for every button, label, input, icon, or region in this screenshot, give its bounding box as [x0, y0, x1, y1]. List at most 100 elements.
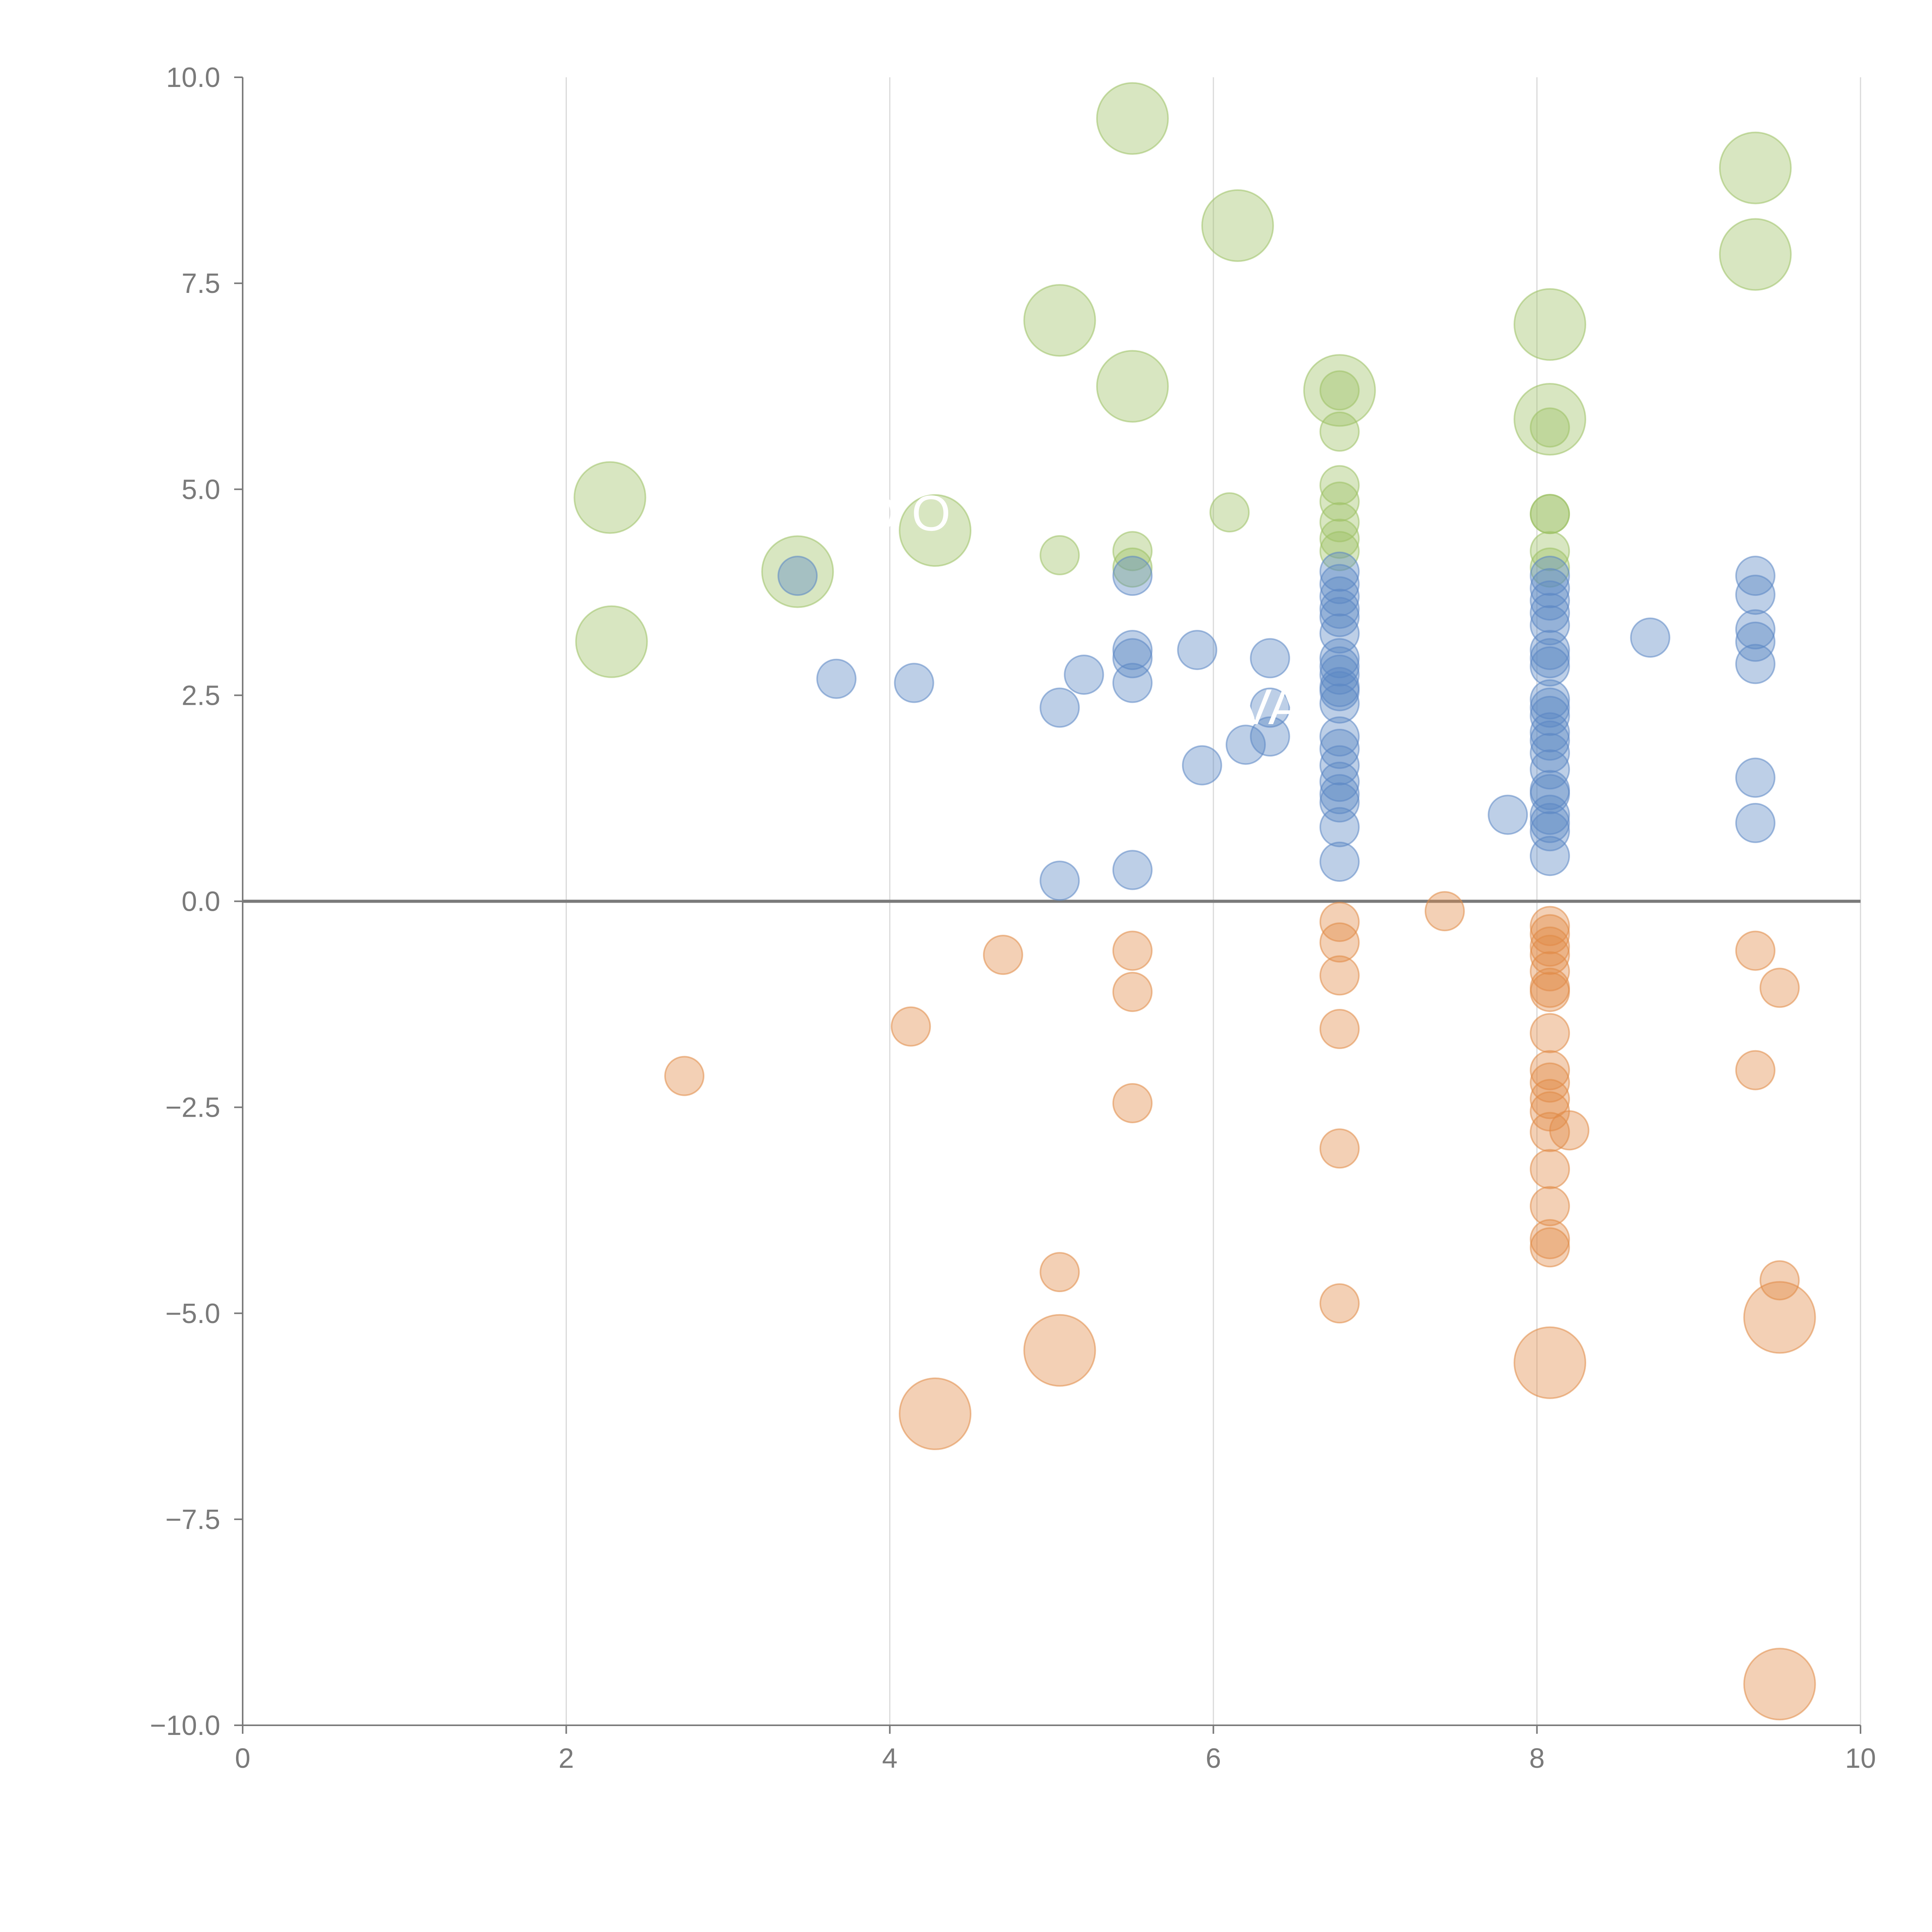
x-tick-label: 2	[558, 1743, 574, 1774]
blue-point	[1530, 580, 1570, 621]
orange-point	[1530, 1013, 1570, 1053]
y-tick-label: 5.0	[182, 474, 220, 505]
green-point	[575, 605, 648, 678]
green-point	[1112, 531, 1153, 571]
orange-point	[1319, 901, 1360, 942]
blue-point	[1488, 794, 1528, 835]
blue-point	[1182, 745, 1222, 786]
green-point	[1209, 492, 1250, 532]
green-point	[1530, 407, 1570, 448]
green-point	[1319, 502, 1360, 543]
y-tick-label: 2.5	[182, 680, 220, 711]
orange-point	[1759, 968, 1800, 1008]
orange-point	[1530, 1149, 1570, 1189]
orange-point	[1530, 926, 1570, 967]
blue-point	[1630, 617, 1670, 658]
orange-point	[1530, 1186, 1570, 1226]
blue-point	[1735, 803, 1776, 843]
blue-point	[1530, 836, 1570, 876]
blue-point	[1112, 556, 1153, 596]
green-point	[1319, 531, 1360, 571]
blue-point	[1530, 593, 1570, 633]
green-point	[1319, 519, 1360, 559]
blue-point	[1530, 687, 1570, 728]
y-tick-label: 0.0	[182, 886, 220, 917]
blue-point	[1250, 716, 1290, 757]
blue-point	[1319, 745, 1360, 786]
axes	[234, 77, 1861, 1734]
blue-point	[1735, 621, 1776, 662]
orange-point	[1735, 930, 1776, 971]
green-point	[1319, 370, 1360, 411]
green-point	[1530, 547, 1570, 588]
green-point	[1719, 131, 1792, 204]
y-tick-label: 10.0	[166, 62, 220, 93]
blue-point	[1319, 807, 1360, 847]
green-point	[761, 535, 834, 608]
orange-point	[1319, 1128, 1360, 1169]
green-point	[573, 461, 646, 534]
orange-point	[1530, 951, 1570, 992]
blue-point	[1735, 757, 1776, 798]
blue-point	[1735, 644, 1776, 684]
green-point	[1039, 535, 1080, 575]
overlay-label: D O	[861, 485, 951, 541]
tick-labels: −10.0 −7.5 −5.0 −2.5 0.0 2.5 5.0 7.5 10.0 0 2 4 6 8 10	[150, 62, 1876, 1774]
blue-point	[1530, 811, 1570, 852]
blue-point	[1530, 774, 1570, 815]
orange-point	[1112, 930, 1153, 971]
blue-point	[1177, 630, 1218, 670]
blue-point	[1319, 597, 1360, 637]
orange-point	[1319, 1283, 1360, 1324]
x-tick-label: 6	[1206, 1743, 1221, 1774]
orange-point	[1319, 955, 1360, 996]
blue-point	[1530, 605, 1570, 646]
blue-point	[1250, 687, 1290, 728]
blue-point	[1319, 728, 1360, 769]
blue-point	[1112, 850, 1153, 890]
blue-point	[1530, 712, 1570, 753]
green-point	[1319, 465, 1360, 505]
orange-point	[1112, 972, 1153, 1012]
green-point	[1303, 354, 1376, 427]
blue-point	[1319, 762, 1360, 802]
blue-point	[1319, 646, 1360, 687]
blue-point	[1530, 749, 1570, 790]
blue-point	[1530, 556, 1570, 596]
blue-point	[1319, 671, 1360, 711]
orange-point	[1530, 1062, 1570, 1103]
orange-point	[1759, 1260, 1800, 1301]
green-point	[1719, 218, 1792, 291]
blue-point	[1530, 679, 1570, 720]
blue-point	[1112, 638, 1153, 679]
blue-point	[1530, 720, 1570, 761]
blue-point	[1319, 774, 1360, 815]
blue-point	[1319, 638, 1360, 679]
blue-point	[1530, 733, 1570, 773]
orange-point	[1023, 1314, 1096, 1387]
green-point	[1112, 547, 1153, 588]
blue-point	[1735, 575, 1776, 615]
blue-point	[1319, 564, 1360, 604]
orange-point	[891, 1006, 931, 1047]
blue-point	[1319, 655, 1360, 695]
green-point	[1096, 82, 1169, 155]
blue-point	[1319, 551, 1360, 592]
overlay-labels: D O VA	[861, 485, 1302, 735]
orange-point	[1743, 1648, 1816, 1721]
orange-point	[1735, 1050, 1776, 1090]
orange-point	[1319, 1009, 1360, 1049]
green-point	[899, 494, 972, 567]
blue-point	[1319, 782, 1360, 823]
blue-point	[1064, 655, 1104, 695]
blue-point	[777, 556, 818, 596]
orange-point	[899, 1377, 972, 1450]
blue-point	[1112, 663, 1153, 703]
y-tick-label: −5.0	[165, 1298, 220, 1329]
x-tick-label: 8	[1529, 1743, 1545, 1774]
orange-point	[1530, 1079, 1570, 1119]
green-point	[1530, 531, 1570, 571]
x-tick-label: 4	[882, 1743, 898, 1774]
green-point	[1201, 189, 1274, 262]
